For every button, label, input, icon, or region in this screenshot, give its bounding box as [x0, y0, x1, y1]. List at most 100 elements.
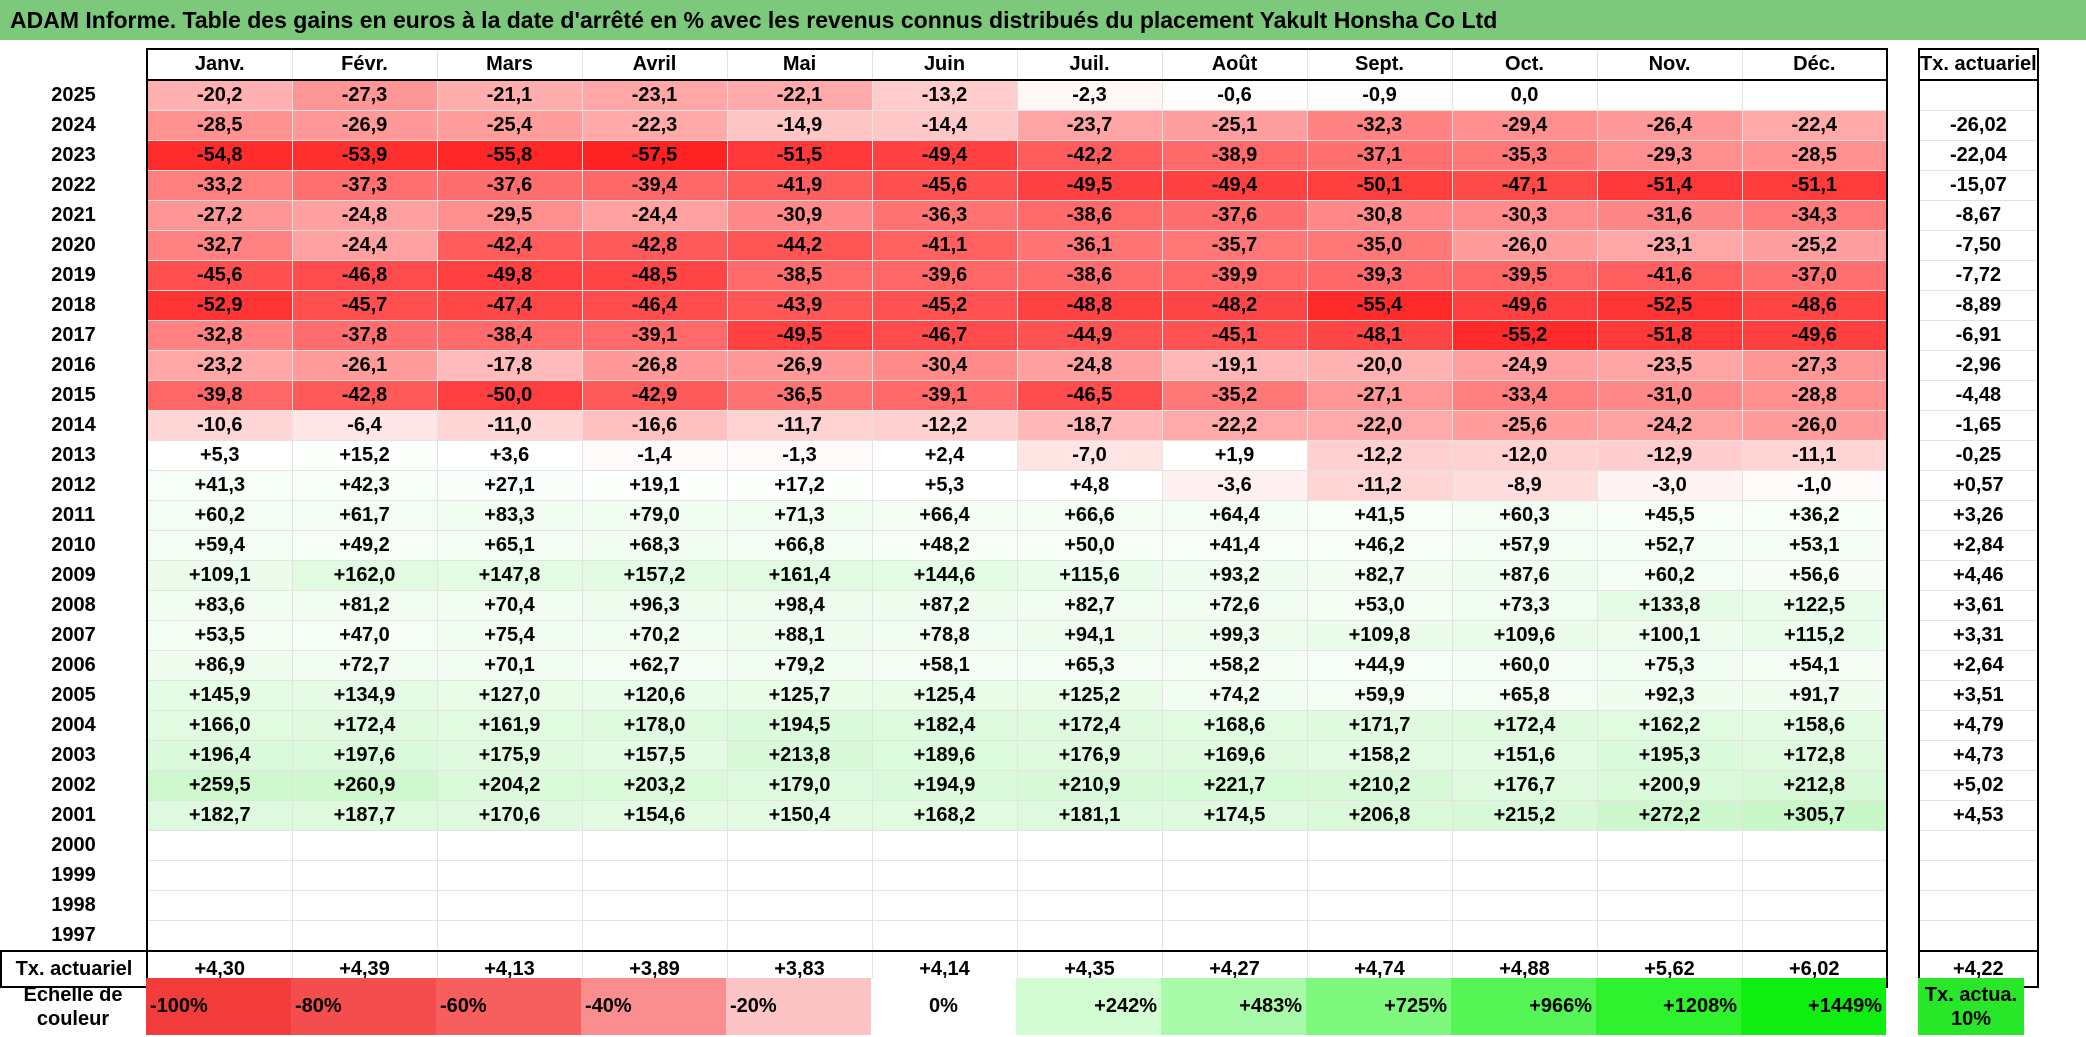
value-cell: +3,6 — [436, 440, 583, 471]
table-row: 1998 — [1, 890, 2039, 921]
value-cell: -26,0 — [1451, 230, 1598, 261]
scale-swatch: -20% — [726, 978, 871, 1035]
table-row: 2017 -32,8 -37,8 -38,4 -39,1 -49,5 -46,7 -44,9-… — [1, 320, 2039, 351]
tx-cell: -8,67 — [1918, 200, 2039, 231]
table-row: 2004 +166,0 +172,4 +161,9 +178,0 +194,5 +182,4… — [1, 710, 2039, 741]
value-cell: +182,4 — [871, 710, 1018, 741]
column-gap — [1887, 800, 1919, 831]
value-cell: -39,5 — [1451, 260, 1598, 291]
year-label: 2015 — [1, 380, 148, 411]
year-label: 2003 — [1, 740, 148, 771]
value-cell — [871, 890, 1018, 921]
value-cell — [581, 860, 728, 891]
value-cell: +41,4 — [1161, 530, 1308, 561]
year-label: 2025 — [1, 80, 148, 111]
value-cell — [871, 860, 1018, 891]
value-cell: -1,3 — [726, 440, 873, 471]
value-cell: +172,4 — [291, 710, 438, 741]
year-label: 1997 — [1, 920, 148, 951]
value-cell: +147,8 — [436, 560, 583, 591]
value-cell: +172,8 — [1741, 740, 1888, 771]
month-header: Juil. — [1016, 48, 1163, 81]
value-cell: +65,8 — [1451, 680, 1598, 711]
tx-cell: -4,48 — [1918, 380, 2039, 411]
value-cell: +58,1 — [871, 650, 1018, 681]
value-cell: +161,4 — [726, 560, 873, 591]
value-cell: -54,8 — [146, 140, 293, 171]
year-label: 2002 — [1, 770, 148, 801]
value-cell: -25,2 — [1741, 230, 1888, 261]
value-cell: -22,1 — [726, 79, 873, 111]
column-gap — [1887, 920, 1919, 951]
value-cell: -44,9 — [1016, 320, 1163, 351]
value-cell: +174,5 — [1161, 800, 1308, 831]
value-cell: -55,8 — [436, 140, 583, 171]
value-cell: +70,4 — [436, 590, 583, 621]
value-cell: +122,5 — [1741, 590, 1888, 621]
value-cell: +88,1 — [726, 620, 873, 651]
value-cell: +79,0 — [581, 500, 728, 531]
value-cell: -49,4 — [871, 140, 1018, 171]
year-label: 2007 — [1, 620, 148, 651]
column-gap — [1887, 260, 1919, 291]
tx-cell: -26,02 — [1918, 110, 2039, 141]
value-cell: -24,4 — [291, 230, 438, 261]
value-cell: +94,1 — [1016, 620, 1163, 651]
value-cell: -22,0 — [1306, 410, 1453, 441]
value-cell: -12,2 — [871, 410, 1018, 441]
value-cell: +158,2 — [1306, 740, 1453, 771]
table-row: 2005 +145,9 +134,9 +127,0 +120,6 +125,7 +125,4… — [1, 680, 2039, 711]
value-cell: -12,9 — [1596, 440, 1743, 471]
value-cell: +204,2 — [436, 770, 583, 801]
value-cell: +100,1 — [1596, 620, 1743, 651]
tx-cell — [1918, 920, 2039, 952]
value-cell: +72,6 — [1161, 590, 1308, 621]
value-cell: +162,0 — [291, 560, 438, 591]
value-cell — [1016, 860, 1163, 891]
value-cell — [146, 860, 293, 891]
value-cell: +93,2 — [1161, 560, 1308, 591]
year-label: 2005 — [1, 680, 148, 711]
value-cell: -35,3 — [1451, 140, 1598, 171]
value-cell: -48,1 — [1306, 320, 1453, 351]
value-cell — [1161, 890, 1308, 921]
value-cell: -30,4 — [871, 350, 1018, 381]
year-label: 2018 — [1, 290, 148, 321]
year-label: 2022 — [1, 170, 148, 201]
table-row: 2018 -52,9 -45,7 -47,4 -46,4 -43,9 -45,2 -48,8-… — [1, 290, 2039, 321]
value-cell: -52,5 — [1596, 290, 1743, 321]
column-gap — [1887, 530, 1919, 561]
value-cell: +2,4 — [871, 440, 1018, 471]
value-cell: -11,2 — [1306, 470, 1453, 501]
value-cell: -39,3 — [1306, 260, 1453, 291]
month-header: Sept. — [1306, 48, 1453, 81]
value-cell: -23,1 — [581, 79, 728, 111]
value-cell — [436, 890, 583, 921]
value-cell — [1306, 830, 1453, 861]
year-label: 2000 — [1, 830, 148, 861]
value-cell: +213,8 — [726, 740, 873, 771]
value-cell: -12,2 — [1306, 440, 1453, 471]
value-cell — [1596, 79, 1743, 111]
column-gap — [1887, 320, 1919, 351]
table-row: 2000 — [1, 830, 2039, 861]
value-cell: +66,4 — [871, 500, 1018, 531]
value-cell: +210,9 — [1016, 770, 1163, 801]
value-cell: -45,7 — [291, 290, 438, 321]
value-cell: +260,9 — [291, 770, 438, 801]
value-cell: +82,7 — [1306, 560, 1453, 591]
column-gap — [1887, 410, 1919, 441]
value-cell: -27,3 — [1741, 350, 1888, 381]
value-cell — [1451, 860, 1598, 891]
column-gap — [1887, 500, 1919, 531]
column-gap — [1887, 860, 1919, 891]
value-cell: -37,6 — [436, 170, 583, 201]
scale-label: Echelle de couleur — [23, 983, 123, 1030]
tx-cell: +0,57 — [1918, 470, 2039, 501]
value-cell: -48,8 — [1016, 290, 1163, 321]
tx-cell: +2,84 — [1918, 530, 2039, 561]
value-cell: -24,2 — [1596, 410, 1743, 441]
value-cell: -20,0 — [1306, 350, 1453, 381]
month-header: Avril — [581, 48, 728, 81]
value-cell — [1451, 830, 1598, 861]
